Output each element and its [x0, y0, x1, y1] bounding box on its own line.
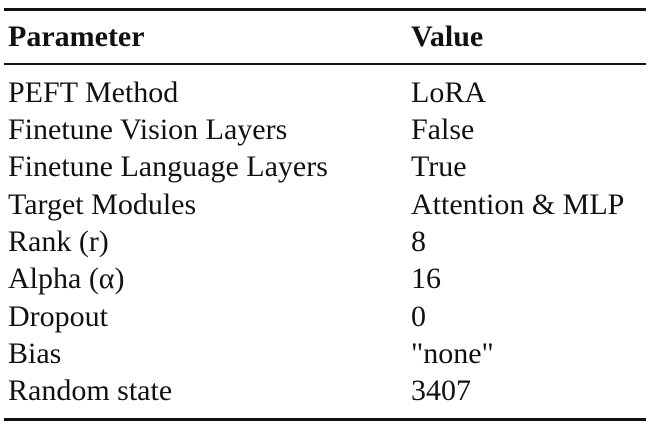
- table-row: Rank (r) 8: [0, 223, 654, 260]
- row-value: 0: [411, 300, 426, 333]
- row-value: 8: [411, 225, 426, 258]
- row-value: True: [411, 150, 467, 183]
- row-parameter: PEFT Method: [8, 76, 179, 109]
- row-parameter: Bias: [8, 337, 62, 370]
- table-header-rule: [4, 63, 646, 65]
- table-row: Alpha (α) 16: [0, 260, 654, 297]
- row-value: 3407: [411, 374, 471, 407]
- row-parameter: Rank (r): [8, 225, 109, 258]
- table-row: Finetune Vision Layers False: [0, 111, 654, 148]
- row-value: LoRA: [411, 76, 486, 109]
- header-value: Value: [411, 20, 484, 53]
- row-value: "none": [411, 337, 494, 370]
- table-bottom-rule: [4, 418, 646, 421]
- table-row: Bias "none": [0, 335, 654, 372]
- table-row: Random state 3407: [0, 372, 654, 409]
- table-top-rule: [4, 8, 646, 11]
- row-parameter: Dropout: [8, 300, 108, 333]
- table-row: Target Modules Attention & MLP: [0, 186, 654, 223]
- row-parameter: Finetune Language Layers: [8, 150, 328, 183]
- row-parameter: Alpha (α): [8, 262, 125, 295]
- row-parameter: Finetune Vision Layers: [8, 113, 288, 146]
- table-header-row: Parameter Value: [0, 18, 654, 55]
- row-value: 16: [411, 262, 441, 295]
- row-parameter: Random state: [8, 374, 173, 407]
- table-row: PEFT Method LoRA: [0, 74, 654, 111]
- table-row: Dropout 0: [0, 298, 654, 335]
- row-value: Attention & MLP: [411, 188, 625, 221]
- row-parameter: Target Modules: [8, 188, 197, 221]
- table-row: Finetune Language Layers True: [0, 148, 654, 185]
- row-value: False: [411, 113, 475, 146]
- header-parameter: Parameter: [8, 20, 145, 53]
